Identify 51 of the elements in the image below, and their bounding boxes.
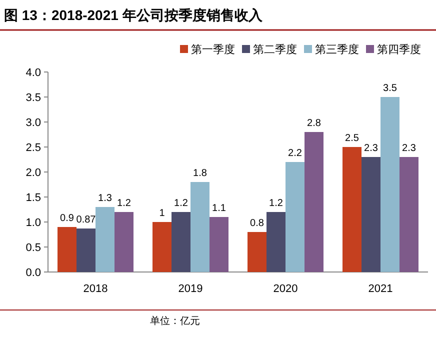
- bar: [172, 212, 190, 272]
- bar: [58, 227, 76, 272]
- data-label: 1.2: [174, 198, 188, 209]
- data-label: 2.2: [288, 148, 302, 159]
- bar: [210, 217, 228, 272]
- y-tick-label: 2.0: [26, 167, 41, 179]
- data-label: 2.3: [364, 143, 378, 154]
- data-label: 1.2: [269, 198, 284, 209]
- bar: [114, 212, 134, 272]
- legend-label: 第二季度: [253, 43, 297, 56]
- bar: [380, 97, 400, 272]
- y-tick-label: 1.5: [26, 192, 41, 204]
- bar: [286, 162, 304, 272]
- data-label: 0.8: [250, 218, 264, 229]
- x-tick-label: 2020: [273, 283, 298, 295]
- bar: [248, 232, 266, 272]
- data-label: 3.5: [383, 83, 398, 94]
- text: 单位：亿元: [150, 315, 200, 327]
- chart-title: 图 13：2018-2021 年公司按季度销售收入: [4, 7, 264, 23]
- x-tick-label: 2019: [178, 283, 203, 295]
- legend-label: 第一季度: [191, 43, 235, 56]
- data-label: 1.3: [98, 193, 112, 204]
- data-label: 2.5: [345, 133, 360, 144]
- data-label: 0.9: [60, 213, 74, 224]
- data-label: 1.8: [193, 168, 208, 179]
- data-label: 2.3: [402, 143, 416, 154]
- y-tick-label: 2.5: [26, 142, 41, 154]
- bar: [342, 147, 362, 272]
- data-label: 1.1: [212, 203, 226, 214]
- x-tick-label: 2018: [83, 283, 108, 295]
- bar: [96, 207, 114, 272]
- bar: [190, 182, 210, 272]
- x-tick-label: 2021: [368, 283, 393, 295]
- bar: [266, 212, 286, 272]
- y-tick-label: 3.5: [26, 92, 41, 104]
- bar: [76, 228, 96, 272]
- legend-label: 第四季度: [377, 43, 421, 56]
- y-tick-label: 0.5: [26, 242, 41, 254]
- y-tick-label: 0.0: [26, 267, 41, 279]
- data-label: 1: [159, 208, 166, 219]
- y-tick-label: 3.0: [26, 117, 41, 129]
- legend-label: 第三季度: [315, 43, 359, 56]
- y-tick-label: 1.0: [26, 217, 41, 229]
- bar: [304, 132, 324, 272]
- bar: [400, 157, 418, 272]
- bar: [152, 222, 172, 272]
- bar: [362, 157, 380, 272]
- data-label: 1.2: [117, 198, 132, 209]
- data-label: 2.8: [307, 118, 322, 129]
- data-label: 0.87: [76, 214, 96, 226]
- y-tick-label: 4.0: [26, 67, 41, 79]
